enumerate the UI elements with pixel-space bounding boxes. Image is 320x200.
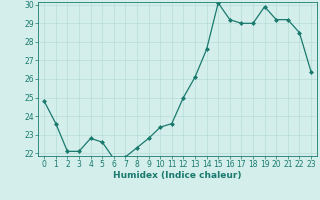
X-axis label: Humidex (Indice chaleur): Humidex (Indice chaleur) — [113, 171, 242, 180]
